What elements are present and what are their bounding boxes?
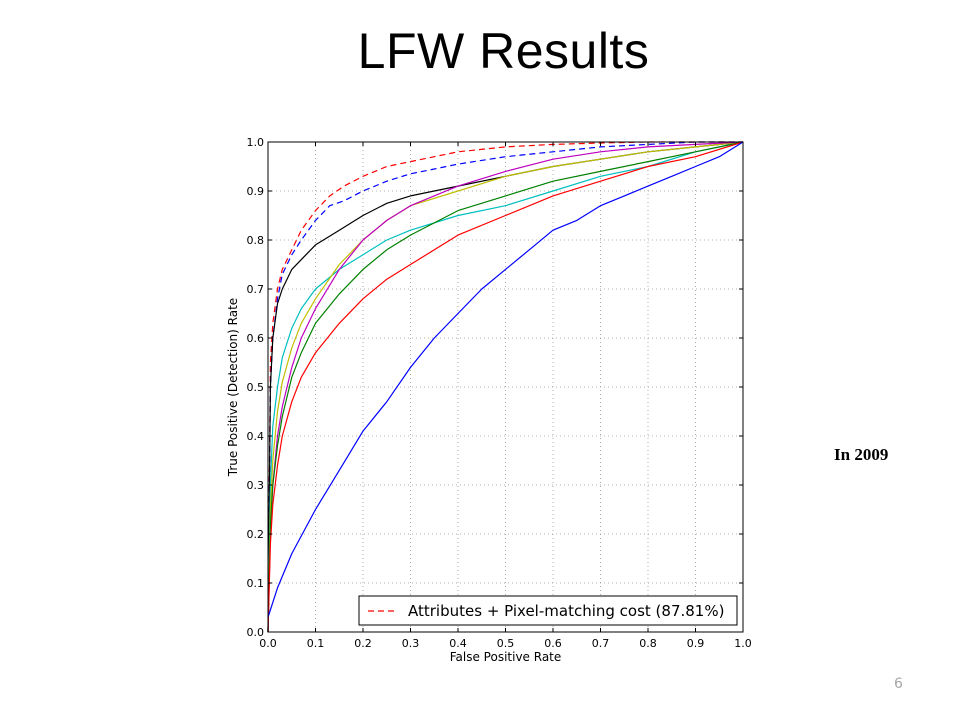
x-axis-label: False Positive Rate: [450, 650, 562, 664]
y-tick-label: 0.0: [247, 626, 265, 639]
y-tick-label: 0.8: [247, 234, 265, 247]
x-tick-label: 0.8: [639, 637, 657, 650]
roc-chart: 0.0 0.1 0.2 0.3 0.4 0.5 0.6 0.7 0.8 0.9 1.0 0.0 0.1…: [226, 136, 752, 664]
x-tick-label: 0.6: [544, 637, 562, 650]
x-tick-label: 0.0: [259, 637, 277, 650]
legend-label: Attributes + Pixel-matching cost (87.81%…: [408, 602, 724, 620]
y-tick-label: 0.7: [247, 283, 265, 296]
roc-series-line-4: [267, 141, 744, 633]
x-tick-label: 0.1: [307, 637, 325, 650]
y-tick-label: 0.1: [247, 577, 265, 590]
y-tick-label: 1.0: [247, 136, 265, 149]
legend-box: [358, 595, 738, 626]
y-axis-label: True Positive (Detection) Rate: [226, 298, 240, 477]
y-tick-label: 0.5: [247, 381, 265, 394]
x-tick-label: 0.9: [687, 637, 705, 650]
y-ticks: 0.0 0.1 0.2 0.3 0.4 0.5 0.6 0.7 0.8 0.9 1.0: [247, 136, 743, 639]
y-tick-label: 0.9: [247, 185, 265, 198]
y-tick-label: 0.3: [247, 479, 265, 492]
grid-lines: [268, 142, 743, 632]
x-tick-label: 0.3: [402, 637, 420, 650]
series-group: [267, 141, 744, 633]
x-tick-label: 0.5: [497, 637, 515, 650]
y-tick-label: 0.2: [247, 528, 265, 541]
x-ticks: 0.0 0.1 0.2 0.3 0.4 0.5 0.6 0.7 0.8 0.9 1.0: [259, 142, 752, 650]
legend: Attributes + Pixel-matching cost (87.81%…: [358, 595, 738, 626]
roc-series-line-2-dashed: [267, 141, 743, 633]
roc-series-line-6: [267, 141, 744, 633]
x-tick-label: 0.4: [449, 637, 467, 650]
x-tick-label: 1.0: [734, 637, 752, 650]
roc-series-line-8: [267, 141, 744, 633]
y-tick-label: 0.6: [247, 332, 265, 345]
slide-title: LFW Results: [357, 23, 650, 79]
x-tick-label: 0.7: [592, 637, 610, 650]
roc-series-line-7: [267, 141, 744, 633]
y-tick-label: 0.4: [247, 430, 265, 443]
side-note: In 2009: [834, 445, 889, 464]
page-number: 6: [894, 676, 903, 692]
roc-series-line-9: [267, 141, 744, 618]
x-tick-label: 0.2: [354, 637, 372, 650]
roc-series-line-1-dashed: [267, 141, 743, 633]
